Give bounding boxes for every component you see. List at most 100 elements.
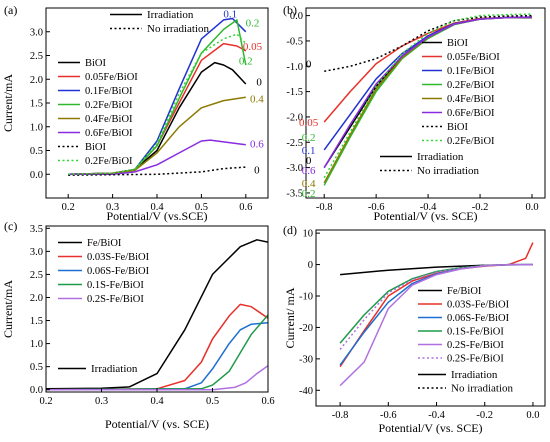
y-tick-label: 3.0 [30, 27, 43, 38]
annotation-label: 0 [306, 59, 312, 71]
annotation-label: 0.2 [302, 188, 316, 200]
legend-item-label: BiOI [447, 38, 469, 49]
legend-item-label: 0.2S-Fe/BiOI [447, 340, 504, 351]
series-line-7 [68, 166, 246, 176]
x-axis-label: Potential/V (vs. SCE) [378, 421, 482, 435]
series-line-3 [46, 322, 268, 391]
y-tick-label: 0.0 [30, 170, 43, 181]
style-legend-item-label: No irradiation [417, 165, 480, 177]
x-tick-label: -0.8 [332, 410, 349, 421]
y-tick-label: -20 [299, 323, 313, 334]
y-tick-label: 2.5 [30, 270, 43, 281]
annotation-label: 0 [254, 165, 260, 177]
x-tick-label: 0.3 [95, 396, 108, 407]
y-tick-label: 2.0 [30, 293, 43, 304]
x-tick-label: -0.6 [368, 202, 385, 213]
annotation-label: 0.6 [250, 138, 264, 150]
y-tick-label: -2.5 [286, 138, 303, 149]
legend-item-label: Fe/BiOI [87, 238, 122, 249]
y-tick-label: 10 [303, 229, 314, 240]
series-line-8 [323, 13, 533, 179]
series-line-6 [68, 139, 246, 176]
panel-label: (a) [4, 3, 17, 17]
legend-item-label: 0.4Fe/BiOI [447, 94, 495, 105]
plot-frame [315, 229, 546, 407]
legend-item-label: 0.05Fe/BiOI [85, 72, 138, 83]
y-tick-label: -0.5 [286, 36, 303, 47]
y-tick-label: 3.5 [30, 224, 43, 235]
legend-item-label: 0.1Fe/BiOI [447, 66, 495, 77]
annotation-label: 0.2 [246, 17, 260, 29]
legend-item-label: Fe/BiOI [447, 286, 482, 297]
annotation-label: 0.05 [299, 117, 319, 129]
legend-item-label: BiOI [85, 142, 107, 153]
annotation-label: 0.1 [223, 9, 237, 21]
x-tick-label: 0.0 [526, 410, 539, 421]
y-tick-label: -30 [299, 354, 313, 365]
x-tick-label: 0.2 [62, 202, 75, 213]
series-line-2 [46, 303, 268, 391]
plot-frame [305, 7, 546, 199]
x-axis-label: Potential/V (vs. SCE) [373, 209, 477, 223]
legend-item-label: 0.03S-Fe/BiOI [87, 252, 150, 263]
x-tick-label: -0.2 [476, 410, 493, 421]
legend-item-label: BiOI [85, 58, 107, 69]
x-tick-label: 0.6 [261, 396, 274, 407]
x-tick-label: 0.2 [39, 396, 52, 407]
y-tick-label: 3.0 [30, 247, 43, 258]
y-tick-label: 0.5 [30, 146, 43, 157]
legend-item-label: 0.2Fe/BiOI [447, 136, 495, 147]
style-legend-item-label: Irradiation [451, 369, 498, 381]
series-line-5 [46, 365, 268, 391]
annotation-label: 0 [256, 77, 262, 89]
legend-item-label: 0.06S-Fe/BiOI [447, 313, 510, 324]
series-line-6 [323, 16, 533, 168]
annotation-label: 0.05 [243, 41, 263, 53]
style-legend-item-label: No irradiation [147, 23, 210, 35]
series-line-6 [339, 263, 533, 350]
legend-item-label: 0.2S-Fe/BiOI [87, 294, 144, 305]
y-axis-label: Current/mA [1, 74, 15, 132]
legend-item-label: BiOI [447, 122, 469, 133]
x-axis-label: Potential/V (vs. SCE) [105, 417, 209, 431]
y-axis-label: Current/mA [1, 280, 15, 338]
x-axis-label: Potential/V (vs.SCE) [106, 209, 207, 223]
panel-c: 0.2 0.3 0.4 0.5 0.6 0.0 0.5 1.0 1.5 2.0 2.5 3.0 3.5 P… [1, 219, 275, 431]
x-tick-label: 0.5 [195, 202, 208, 213]
legend-item-label: 0.03S-Fe/BiOI [447, 300, 510, 311]
panel-b: -0.8 -0.6 -0.4 -0.2 0.0 0.0 -0.5 -1.0 -1.5 -2.0 -2… [283, 3, 546, 223]
annotation-label: 0.1 [302, 145, 316, 157]
annotation-label: 0.2 [239, 55, 253, 67]
y-tick-label: -1.0 [286, 62, 303, 73]
series-group [46, 239, 268, 391]
y-tick-label: -40 [299, 386, 313, 397]
series-group [68, 17, 247, 176]
panel-label: (c) [4, 219, 17, 233]
series-line-4 [46, 314, 268, 391]
x-tick-label: -0.4 [420, 202, 437, 213]
y-tick-label: 2.0 [30, 75, 43, 86]
legend-item-label: 0.6Fe/BiOI [85, 128, 133, 139]
x-tick-label: 0.3 [106, 202, 119, 213]
y-tick-label: 1.0 [30, 339, 43, 350]
legend-item-label: 0.1S-Fe/BiOI [87, 280, 144, 291]
series-line-1 [323, 16, 532, 169]
annotation-label: 0.4 [250, 93, 264, 105]
y-tick-label: 1.5 [30, 99, 43, 110]
plot-frame [45, 225, 269, 393]
legend-item-label: 0.1Fe/BiOI [85, 86, 133, 97]
annotation-label: 0.2 [302, 132, 316, 144]
style-legend-item-label: Irradiation [91, 363, 138, 375]
style-legend-item-label: No irradiation [451, 383, 514, 395]
panel-a: 0.2 0.3 0.4 0.5 0.6 0.0 0.5 1.0 1.5 2.0 2.5 3.0 Pote… [1, 3, 269, 223]
y-tick-label: -1.5 [286, 87, 303, 98]
annotation-label: 0 [306, 155, 312, 167]
series-group [323, 13, 533, 186]
x-tick-label: -0.2 [472, 202, 489, 213]
y-tick-label: 0 [308, 260, 313, 271]
annotation-label: 0.6 [302, 165, 316, 177]
legend-item-label: 0.2Fe/BiOI [85, 100, 133, 111]
legend-item-label: 0.4Fe/BiOI [85, 114, 133, 125]
y-tick-label: 1.5 [30, 316, 43, 327]
